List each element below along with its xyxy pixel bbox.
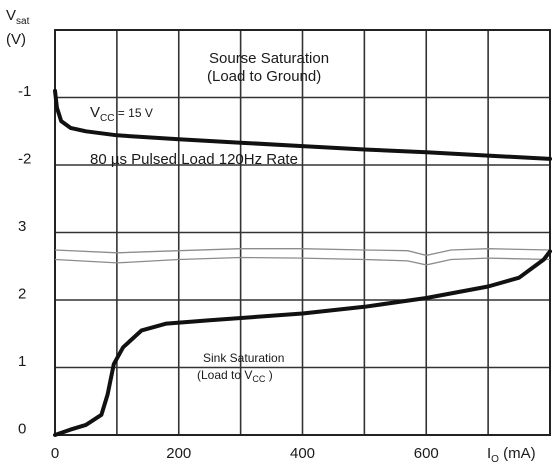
y-tick-label: -1 bbox=[18, 83, 31, 100]
source-saturation-curve bbox=[53, 88, 552, 161]
rate-band-upper-line bbox=[54, 256, 551, 266]
y-axis-label: Vsat bbox=[6, 7, 30, 27]
x-tick-label: 600 bbox=[414, 445, 439, 462]
x-tick-label: 0 bbox=[51, 445, 59, 462]
x-axis-label: IO (mA) bbox=[487, 445, 536, 465]
vcc-subscript: CC bbox=[100, 113, 114, 124]
vcc-symbol: V bbox=[90, 104, 100, 121]
y-tick-label: 2 bbox=[18, 285, 26, 302]
source-saturation-title: Sourse Saturation bbox=[209, 50, 329, 67]
sink-sub-rest: ) bbox=[265, 368, 272, 382]
x-tick-label: 400 bbox=[290, 445, 315, 462]
sink-saturation-title: Sink Saturation bbox=[203, 351, 284, 365]
vcc-value: = 15 V bbox=[114, 106, 152, 120]
y-tick-label: 3 bbox=[18, 218, 26, 235]
x-axis-unit: (mA) bbox=[499, 445, 536, 462]
sink-saturation-curve bbox=[53, 249, 552, 437]
x-axis-symbol: I bbox=[487, 445, 491, 462]
grid-lines bbox=[55, 30, 550, 435]
sink-sub-subscript: CC bbox=[252, 374, 265, 384]
y-tick-label: 0 bbox=[18, 420, 26, 437]
y-tick-label: -2 bbox=[18, 150, 31, 167]
sink-saturation-subtitle: (Load to VCC ) bbox=[197, 368, 273, 384]
sink-sub-main: (Load to V bbox=[197, 368, 252, 382]
vcc-label: VCC = 15 V bbox=[90, 104, 153, 124]
x-tick-label: 200 bbox=[166, 445, 191, 462]
plot-frame bbox=[54, 29, 551, 436]
y-axis-subscript: sat bbox=[16, 16, 30, 27]
pulsed-load-label: 80 µs Pulsed Load 120Hz Rate bbox=[90, 151, 298, 168]
source-saturation-subtitle: (Load to Ground) bbox=[207, 68, 321, 85]
x-axis-subscript: O bbox=[491, 454, 499, 465]
y-axis-unit: (V) bbox=[6, 31, 26, 48]
y-tick-label: 1 bbox=[18, 353, 26, 370]
y-tick-labels: -1 -2 3 2 1 0 bbox=[18, 83, 31, 438]
y-axis-symbol: V bbox=[6, 7, 16, 24]
x-tick-labels: 0 200 400 600 bbox=[51, 445, 439, 462]
rate-band-lower-line bbox=[54, 248, 551, 257]
